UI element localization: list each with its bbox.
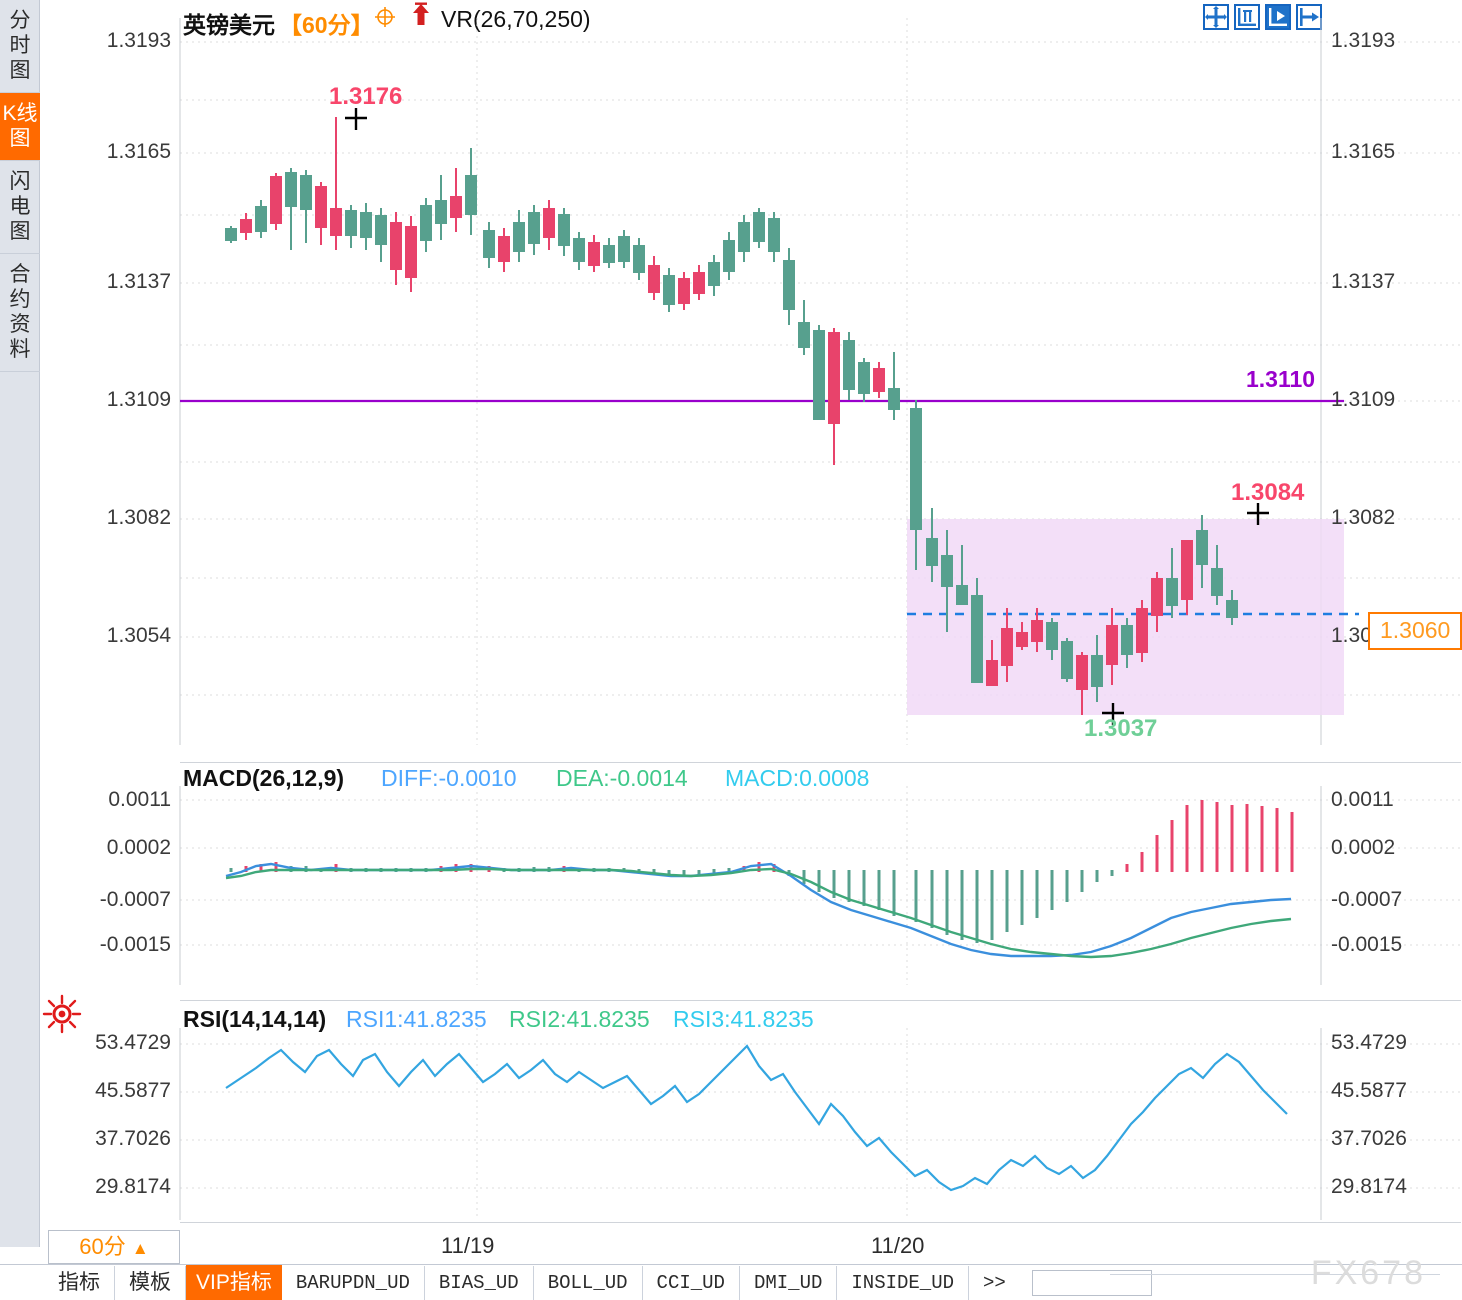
- bottom-divider-line: [1110, 1274, 1440, 1275]
- bottom-item-cci[interactable]: CCI_UD: [643, 1266, 740, 1300]
- rsi-y-tick-r3: 29.8174: [1331, 1175, 1407, 1198]
- macd-panel-separator: [180, 762, 1461, 763]
- chart-indicator-name: VR(26,70,250): [441, 6, 591, 32]
- jump-to-latest-icon[interactable]: [1296, 4, 1322, 30]
- timeframe-button[interactable]: 60分 ▲: [48, 1230, 180, 1264]
- left-sidebar: 分时图 K线图 闪电图 合约资料: [0, 0, 40, 1247]
- candlestick-series: [225, 117, 1238, 715]
- sidebar-item-contract[interactable]: 合约资料: [0, 254, 40, 372]
- macd-dea-value: DEA:-0.0014: [556, 765, 688, 791]
- macd-y-tick-r3: -0.0015: [1331, 933, 1403, 956]
- rsi-title: RSI(14,14,14): [183, 1006, 327, 1032]
- bottom-item-dmi[interactable]: DMI_UD: [740, 1266, 838, 1300]
- rsi-y-tick-0: 53.4729: [95, 1031, 171, 1054]
- chart-area: 英镑美元 【60分】 VR(26,70,250): [41, 0, 1462, 1258]
- bottom-item-vip[interactable]: VIP指标: [186, 1265, 282, 1300]
- macd-histogram: [229, 800, 1294, 943]
- rsi3-value: RSI3:41.8235: [673, 1006, 814, 1032]
- macd-plot[interactable]: [41, 780, 1462, 995]
- macd-y-tick-r2: -0.0007: [1331, 888, 1403, 911]
- y-axis-right-tick-0: 1.3193: [1331, 29, 1396, 52]
- macd-dea-line: [225, 867, 1292, 959]
- macd-title: MACD(26,12,9): [183, 765, 345, 791]
- bottom-toolbar: 指标 模板 VIP指标 BARUPDN_UD BIAS_UD BOLL_UD C…: [0, 1264, 1462, 1300]
- rsi-y-tick-r0: 53.4729: [1331, 1031, 1407, 1054]
- watermark: FX678: [1310, 1254, 1426, 1292]
- annotation-high: 1.3176: [329, 83, 403, 110]
- timeframe-label: 60分: [79, 1234, 126, 1259]
- annotation-recent-high: 1.3084: [1231, 479, 1305, 506]
- bottom-item-indicators[interactable]: 指标: [44, 1266, 115, 1300]
- macd-diff-line: [225, 862, 1292, 958]
- timeframe-arrow-icon: ▲: [131, 1239, 149, 1258]
- chart-period: 【60分】: [279, 12, 374, 38]
- rsi-y-tick-r2: 37.7026: [1331, 1127, 1407, 1150]
- sidebar-item-timeshare-label: 分时图: [9, 9, 31, 82]
- crosshair-target-icon[interactable]: [374, 6, 396, 34]
- macd-value: MACD:0.0008: [725, 765, 870, 791]
- y-axis-left-tick-2: 1.3137: [106, 270, 171, 293]
- sidebar-item-kline[interactable]: K线图: [0, 93, 40, 161]
- annotation-low: 1.3037: [1084, 715, 1158, 742]
- x-axis-separator: [180, 1222, 1461, 1223]
- macd-diff-value: DIFF:-0.0010: [381, 765, 517, 791]
- sidebar-item-kline-label: K线图: [2, 102, 38, 150]
- marker-high-1-3176: [345, 108, 367, 130]
- y-axis-left-tick-1: 1.3165: [106, 140, 171, 163]
- y-axis-left-tick-0: 1.3193: [106, 29, 171, 52]
- rsi1-value: RSI1:41.8235: [346, 1006, 487, 1032]
- rsi-y-tick-r1: 45.5877: [1331, 1079, 1407, 1102]
- sidebar-item-contract-label: 合约资料: [9, 263, 31, 361]
- rsi-y-tick-1: 45.5877: [95, 1079, 171, 1102]
- x-axis-tick-0: 11/19: [441, 1233, 495, 1258]
- rsi-y-tick-2: 37.7026: [95, 1127, 171, 1150]
- price-plot[interactable]: [41, 0, 1462, 760]
- x-axis-tick-1: 11/20: [871, 1233, 925, 1258]
- current-price-badge[interactable]: 1.3060: [1368, 612, 1462, 650]
- y-axis-right-tick-1: 1.3165: [1331, 140, 1396, 163]
- chart-symbol: 英镑美元: [183, 12, 275, 38]
- red-up-arrow-icon: [409, 2, 433, 34]
- y-axis-right-tick-2: 1.3137: [1331, 270, 1396, 293]
- bottom-item-barupdn[interactable]: BARUPDN_UD: [282, 1266, 425, 1300]
- rsi-line: [225, 1044, 1288, 1192]
- rsi-y-tick-3: 29.8174: [95, 1175, 171, 1198]
- y-axis-left-tick-4: 1.3082: [106, 506, 171, 529]
- bottom-item-templates[interactable]: 模板: [115, 1266, 186, 1300]
- rsi-panel-separator: [180, 1000, 1461, 1001]
- y-axis-right-tick-3: 1.3109: [1331, 388, 1396, 411]
- sidebar-filler: [0, 372, 39, 1012]
- axis-play-icon[interactable]: [1265, 4, 1291, 30]
- bottom-item-inside[interactable]: INSIDE_UD: [837, 1266, 970, 1300]
- bottom-item-boll[interactable]: BOLL_UD: [534, 1266, 643, 1300]
- rsi-plot[interactable]: [41, 1020, 1462, 1225]
- sidebar-item-lightning-label: 闪电图: [9, 170, 31, 243]
- bottom-item-more[interactable]: >>: [983, 1272, 1006, 1294]
- macd-y-tick-r0: 0.0011: [1331, 788, 1394, 811]
- macd-y-tick-3: -0.0015: [99, 933, 171, 956]
- y-axis-right-tick-4: 1.3082: [1331, 506, 1396, 529]
- macd-y-tick-1: 0.0002: [106, 836, 171, 859]
- macd-y-tick-r1: 0.0002: [1331, 836, 1396, 859]
- macd-y-tick-2: -0.0007: [99, 888, 171, 911]
- marker-recent-high-1-3084: [1247, 503, 1269, 525]
- sun-settings-icon[interactable]: [40, 992, 84, 1036]
- macd-y-tick-0: 0.0011: [108, 788, 171, 811]
- sidebar-item-timeshare[interactable]: 分时图: [0, 0, 40, 93]
- marker-low-1-3037: [1102, 703, 1124, 725]
- chart-toolbar: [1203, 4, 1322, 30]
- y-axis-left-tick-3: 1.3109: [106, 388, 171, 411]
- move-crosshair-icon[interactable]: [1203, 4, 1229, 30]
- axis-scale-icon[interactable]: [1234, 4, 1260, 30]
- bottom-item-bias[interactable]: BIAS_UD: [425, 1266, 534, 1300]
- annotation-hline: 1.3110: [1246, 366, 1316, 392]
- sidebar-item-lightning[interactable]: 闪电图: [0, 161, 40, 254]
- y-axis-left-tick-5: 1.3054: [106, 624, 171, 647]
- rsi2-value: RSI2:41.8235: [509, 1006, 650, 1032]
